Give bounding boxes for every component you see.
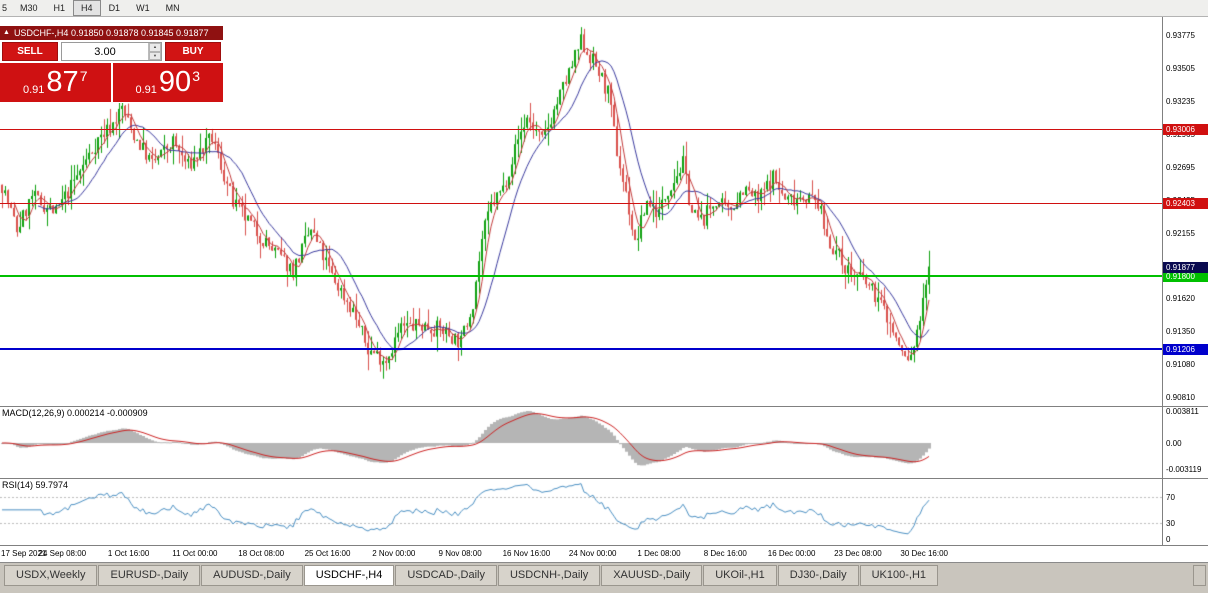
volume-box: ▲ ▼ [61,42,162,61]
time-axis-row: 17 Sep 2021 24 Sep 08:00 1 Oct 16:00 11 Oct… [0,545,1208,562]
price-axis-label: 0.92155 [1166,228,1195,238]
time-label: 1 Oct 16:00 [107,549,150,558]
time-label: 8 Dec 16:00 [703,549,747,558]
collapse-triangle-icon[interactable]: ▲ [3,29,10,36]
macd-axis-label: 0.003811 [1166,407,1199,416]
macd-area[interactable]: MACD(12,26,9) 0.000214 -0.000909 [0,407,1162,478]
main-chart-area[interactable]: ▲ USDCHF-,H4 0.91850 0.91878 0.91845 0.9… [0,17,1162,406]
rsi-axis-label: 30 [1166,518,1175,528]
macd-label: MACD(12,26,9) 0.000214 -0.000909 [2,408,148,418]
time-label: 25 Oct 16:00 [304,549,351,558]
tab-eurusd-daily[interactable]: EURUSD-,Daily [98,565,201,586]
tab-usdchf-h4[interactable]: USDCHF-,H4 [303,565,395,586]
sell-price-prefix: 0.91 [23,83,45,96]
timeframe-mn[interactable]: MN [158,0,188,16]
quote-text: USDCHF-,H4 0.91850 0.91878 0.91845 0.918… [13,28,209,38]
macd-axis-label: 0.00 [1166,439,1182,448]
sell-price-pip: 7 [79,67,88,84]
rsi-canvas [0,479,1162,545]
timeframe-toolbar: 5 M30 H1 H4 D1 W1 MN [0,0,1208,17]
tab-xauusd-daily[interactable]: XAUUSD-,Daily [601,565,703,586]
time-label: 2 Nov 00:00 [372,549,416,558]
timeframe-h1[interactable]: H1 [46,0,74,16]
time-label: 30 Dec 16:00 [900,549,948,558]
sell-button[interactable]: SELL [2,42,58,61]
rsi-axis-label: 70 [1166,492,1175,502]
tab-audusd-daily[interactable]: AUDUSD-,Daily [201,565,303,586]
time-label: 1 Dec 08:00 [637,549,681,558]
big-price-displays: 0.91 87 7 0.91 90 3 [0,63,223,103]
hline-0.93006[interactable] [0,128,1162,130]
price-axis-label: 0.91350 [1166,327,1195,337]
price-badge-0.92403: 0.92403 [1163,197,1208,209]
time-label: 23 Dec 08:00 [834,549,882,558]
timeframe-w1[interactable]: W1 [128,0,158,16]
tab-scroll-strip[interactable] [1193,565,1206,586]
macd-panel: MACD(12,26,9) 0.000214 -0.000909 0.00381… [0,406,1208,478]
time-label: 16 Nov 16:00 [502,549,551,558]
tab-usdcad-daily[interactable]: USDCAD-,Daily [395,565,497,586]
price-badge-0.91206: 0.91206 [1163,343,1208,355]
price-axis-label: 0.92695 [1166,162,1195,172]
macd-canvas [0,407,1162,478]
buy-price-prefix: 0.91 [135,83,157,96]
tab-usdcnh-daily[interactable]: USDCNH-,Daily [497,565,601,586]
current-price-badge: 0.91877 [1163,261,1208,273]
price-axis[interactable]: 0.937750.935050.932350.929650.926950.924… [1162,17,1208,406]
macd-axis-label: -0.003119 [1166,465,1202,475]
macd-axis: 0.003811 0.00 -0.003119 [1162,407,1208,478]
price-badge-0.91800: 0.91800 [1163,271,1208,283]
price-badge-0.93006: 0.93006 [1163,123,1208,135]
time-axis[interactable]: 17 Sep 2021 24 Sep 08:00 1 Oct 16:00 11 Oct… [0,546,1162,563]
price-axis-label: 0.93235 [1166,96,1195,106]
buy-price-big: 90 [158,66,192,98]
rsi-label: RSI(14) 59.7974 [2,480,69,490]
buy-price-pip: 3 [192,67,200,84]
sell-price-display[interactable]: 0.91 87 7 [0,63,111,102]
quote-bar[interactable]: ▲ USDCHF-,H4 0.91850 0.91878 0.91845 0.9… [0,26,223,40]
buy-price-display[interactable]: 0.91 90 3 [112,63,223,102]
time-label: 24 Nov 00:00 [568,549,617,558]
hline-0.91800[interactable] [0,275,1162,278]
one-click-trade-panel: ▲ USDCHF-,H4 0.91850 0.91878 0.91845 0.9… [0,26,223,103]
buy-button[interactable]: BUY [165,42,221,61]
rsi-axis-label: 0 [1166,535,1171,544]
price-axis-label: 0.90810 [1166,393,1195,403]
rsi-axis: 70 30 0 [1162,479,1208,545]
timeframe-5[interactable]: 5 [0,0,12,16]
price-axis-label: 0.91620 [1166,294,1195,304]
tab-usdx-weekly[interactable]: USDX,Weekly [4,565,98,586]
price-axis-label: 0.91080 [1166,360,1195,370]
time-label: 24 Sep 08:00 [38,549,87,558]
tab-dj30-daily[interactable]: DJ30-,Daily [777,565,859,586]
sell-price-big: 87 [46,66,79,98]
trade-controls: SELL ▲ ▼ BUY [0,40,223,63]
timeframe-m30[interactable]: M30 [12,0,46,16]
volume-down-button[interactable]: ▼ [149,51,161,60]
price-axis-label: 0.93505 [1166,63,1195,73]
time-label: 16 Dec 00:00 [767,549,816,558]
time-label: 17 Sep 2021 [1,549,47,558]
time-label: 18 Oct 08:00 [238,549,285,558]
rsi-panel: RSI(14) 59.7974 70 30 0 [0,478,1208,545]
volume-up-button[interactable]: ▲ [149,43,161,52]
volume-input[interactable] [62,43,148,60]
hline-0.91206[interactable] [0,347,1162,350]
timeframe-d1[interactable]: D1 [101,0,129,16]
volume-spinners: ▲ ▼ [148,43,161,60]
time-label: 9 Nov 08:00 [438,549,482,558]
tab-ukoil-h1[interactable]: UKOil-,H1 [703,565,777,586]
tab-uk100-h1[interactable]: UK100-,H1 [859,565,939,586]
time-label: 11 Oct 00:00 [172,549,218,558]
hline-0.92403[interactable] [0,202,1162,204]
main-chart-row: ▲ USDCHF-,H4 0.91850 0.91878 0.91845 0.9… [0,17,1208,406]
price-axis-label: 0.93775 [1166,30,1195,40]
timeframe-h4[interactable]: H4 [73,0,101,16]
rsi-area[interactable]: RSI(14) 59.7974 [0,479,1162,545]
chart-tabs: USDX,Weekly EURUSD-,Daily AUDUSD-,Daily USD… [0,562,1208,593]
